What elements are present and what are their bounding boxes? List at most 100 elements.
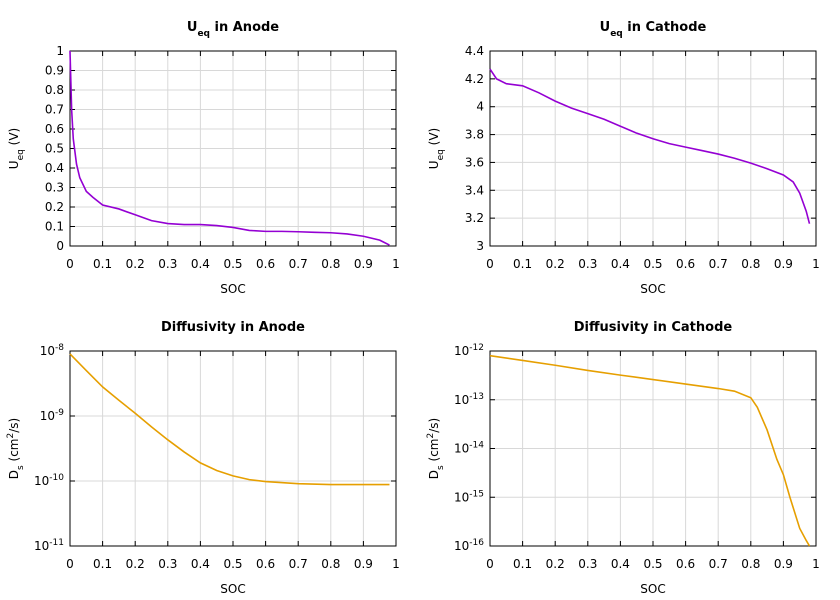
y-tick-label: 0.4 [45,161,64,175]
x-tick-label: 0.3 [578,257,597,271]
y-tick-label-part: -13 [469,392,484,402]
y-tick-label: 4 [476,100,484,114]
x-tick-label: 0 [486,557,494,571]
x-tick-label: 0 [66,557,74,571]
x-tick-label: 0.2 [126,557,145,571]
y-axis-label-part: U [427,160,441,169]
x-tick-label: 0 [486,257,494,271]
y-tick-label-part: 10 [454,539,469,553]
x-tick-label: 0.7 [709,557,728,571]
y-tick-label: 3 [476,239,484,253]
x-axis-label: SOC [220,582,245,596]
y-tick-label: 3.8 [465,128,484,142]
x-tick-label: 0.7 [289,257,308,271]
x-tick-label: 0.4 [611,557,630,571]
y-tick-label-part: -11 [49,538,64,548]
y-tick-label-part: -16 [469,538,484,548]
chart-title-part: in Anode [210,20,279,35]
y-tick-label: 10-10 [34,473,64,488]
data-line [489,354,811,547]
x-tick-label: 0.3 [158,557,177,571]
y-tick-label: 3.2 [465,211,484,225]
y-axis-label-part: D [7,470,21,479]
x-tick-label: 0.6 [256,557,275,571]
y-axis-label-part: 2 [6,433,16,439]
y-axis-label-part: 2 [426,433,436,439]
chart-title-part: U [187,20,198,35]
x-tick-label: 0.4 [191,557,210,571]
plot-frame [69,50,397,247]
x-tick-label: 0.9 [354,557,373,571]
x-tick-label: 0.3 [578,557,597,571]
y-tick-label-part: -15 [469,489,484,499]
y-tick-label: 4.4 [465,44,484,58]
y-tick-label: 10-16 [454,538,484,553]
x-tick-label: 0.3 [158,257,177,271]
y-axis-label: Ds (cm2/s) [426,418,446,479]
y-tick-label: 0.8 [45,83,64,97]
y-axis-label-part: U [7,160,21,169]
y-tick-label-part: -10 [49,473,64,483]
chart-title: Ueq in Anode [187,20,279,39]
y-tick-label: 10-9 [40,408,65,423]
chart-title-part: eq [197,29,210,39]
x-tick-label: 0.5 [643,557,662,571]
x-tick-label: 0.1 [93,257,112,271]
data-line [69,50,390,246]
y-tick-label-part: -9 [55,408,64,418]
y-axis-label-part: eq [16,149,26,160]
y-tick-label: 10-12 [454,343,484,358]
y-tick-label-part: 10 [34,539,49,553]
y-tick-label-part: 10 [34,474,49,488]
y-axis-label-part: (V) [427,128,441,149]
x-tick-label: 0.2 [546,557,565,571]
y-axis-label-part: (V) [7,128,21,149]
x-tick-label: 0.5 [223,557,242,571]
y-axis-label-part: s [16,465,26,470]
y-tick-label: 1 [56,44,64,58]
x-tick-label: 0.5 [643,257,662,271]
y-tick-label-part: -8 [55,343,64,353]
x-tick-label: 0.2 [126,257,145,271]
y-tick-label: 3.4 [465,183,484,197]
y-tick-label-part: 10 [454,490,469,504]
y-axis-label-part: eq [436,149,446,160]
y-tick-label-part: 10 [40,344,55,358]
chart-title: Diffusivity in Anode [161,320,305,335]
x-tick-label: 1 [812,557,820,571]
x-tick-label: 0 [66,257,74,271]
y-axis-label: Ueq (V) [7,128,26,169]
x-axis-label: SOC [640,582,665,596]
data-line [69,353,390,486]
y-tick-label: 0.6 [45,122,64,136]
y-tick-label: 0.3 [45,181,64,195]
x-tick-label: 1 [392,557,400,571]
chart-title: Diffusivity in Cathode [574,320,733,335]
x-tick-label: 1 [392,257,400,271]
x-tick-label: 0.1 [513,557,532,571]
y-tick-label: 10-13 [454,392,484,407]
x-tick-label: 0.9 [774,257,793,271]
y-tick-label: 0 [56,239,64,253]
x-axis-label: SOC [220,282,245,296]
plot-frame [69,350,397,547]
y-tick-label-part: 10 [40,409,55,423]
y-tick-label: 4.2 [465,72,484,86]
y-tick-label: 10-14 [454,441,484,456]
x-tick-label: 0.8 [741,257,760,271]
y-tick-label: 3.6 [465,155,484,169]
x-axis-label: SOC [640,282,665,296]
x-tick-label: 0.9 [774,557,793,571]
chart-title-part: in Cathode [623,20,707,35]
y-tick-label: 10-15 [454,489,484,504]
plot-frame [489,50,817,247]
y-tick-label-part: 10 [454,442,469,456]
y-tick-label: 0.5 [45,142,64,156]
x-tick-label: 0.4 [191,257,210,271]
y-tick-label: 0.1 [45,220,64,234]
y-axis-label-part: (cm [427,438,441,465]
y-axis-label-part: s [436,465,446,470]
chart-title: Ueq in Cathode [600,20,707,39]
y-axis-label-part: /s) [7,418,21,433]
